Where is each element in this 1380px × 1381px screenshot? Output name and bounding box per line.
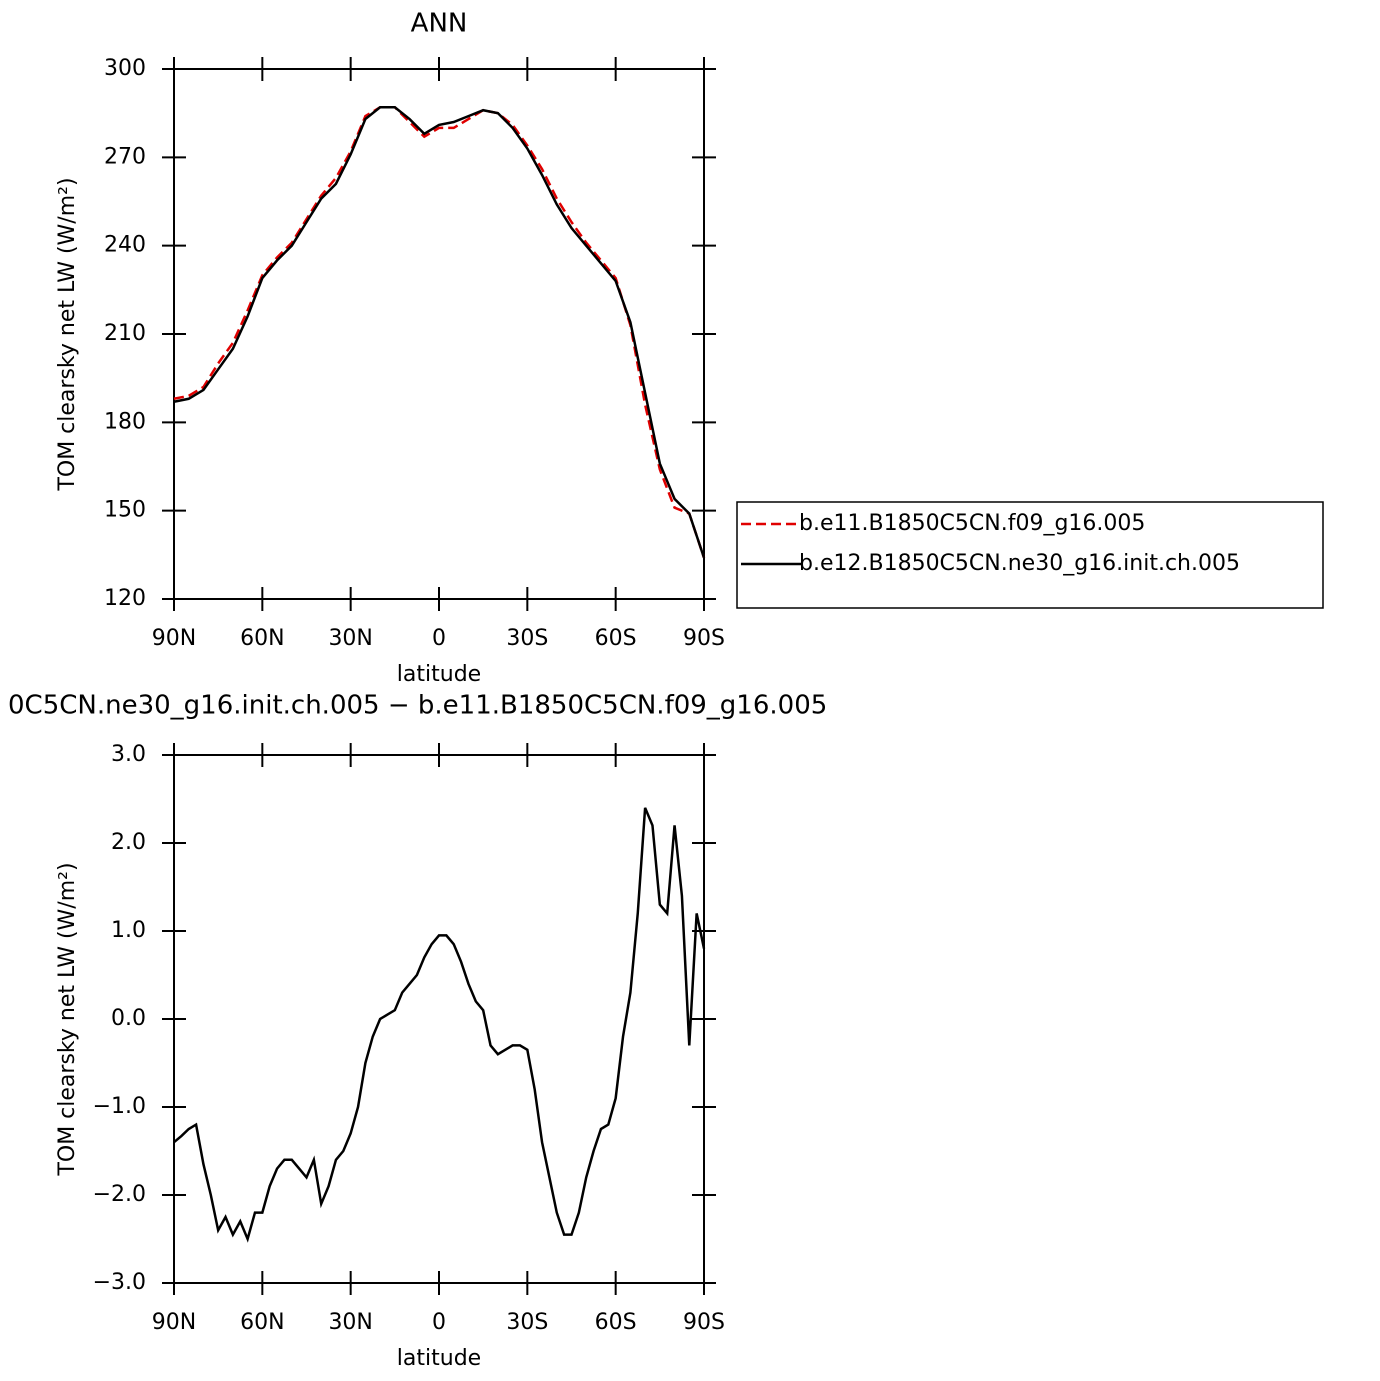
data-line [173,106,706,559]
x-tick-label: 90S [683,1310,725,1335]
legend-box [736,501,1324,609]
y-tick-label: 3.0 [111,742,146,767]
y-tick-label: 120 [104,586,146,611]
data-line [173,106,706,559]
plot-frame [173,754,705,1284]
y-tick-label: 270 [104,144,146,169]
y-tick-label: −1.0 [93,1094,146,1119]
y-tick-label: 2.0 [111,830,146,855]
x-tick-label: 60N [240,1310,284,1335]
legend-label: b.e12.B1850C5CN.ne30_g16.init.ch.005 [799,551,1240,576]
y-tick-label: 180 [104,409,146,434]
y-tick-label: −3.0 [93,1270,146,1295]
x-tick-label: 0 [432,1310,446,1335]
chart-title: 0C5CN.ne30_g16.init.ch.005 − b.e11.B1850… [8,691,827,721]
plot-frame [173,68,705,600]
y-tick-label: 150 [104,498,146,523]
y-axis-label: TOM clearsky net LW (W/m²) [55,862,80,1176]
x-tick-label: 60N [240,626,284,651]
x-axis-label: latitude [397,1346,481,1371]
x-tick-label: 90N [152,626,196,651]
chart-title: ANN [411,9,468,39]
x-tick-label: 30S [506,1310,548,1335]
y-tick-label: 1.0 [111,918,146,943]
x-tick-label: 30N [328,626,372,651]
y-tick-label: 300 [104,56,146,81]
x-tick-label: 30N [328,1310,372,1335]
y-tick-label: 210 [104,321,146,346]
y-tick-label: −2.0 [93,1182,146,1207]
x-tick-label: 0 [432,626,446,651]
x-tick-label: 90N [152,1310,196,1335]
x-tick-label: 90S [683,626,725,651]
y-tick-label: 0.0 [111,1006,146,1031]
data-line [173,807,706,1243]
legend-label: b.e11.B1850C5CN.f09_g16.005 [799,511,1145,536]
y-tick-label: 240 [104,233,146,258]
x-tick-label: 60S [595,626,637,651]
x-axis-label: latitude [397,662,481,687]
x-tick-label: 30S [506,626,548,651]
x-tick-label: 60S [595,1310,637,1335]
y-axis-label: TOM clearsky net LW (W/m²) [55,177,80,491]
